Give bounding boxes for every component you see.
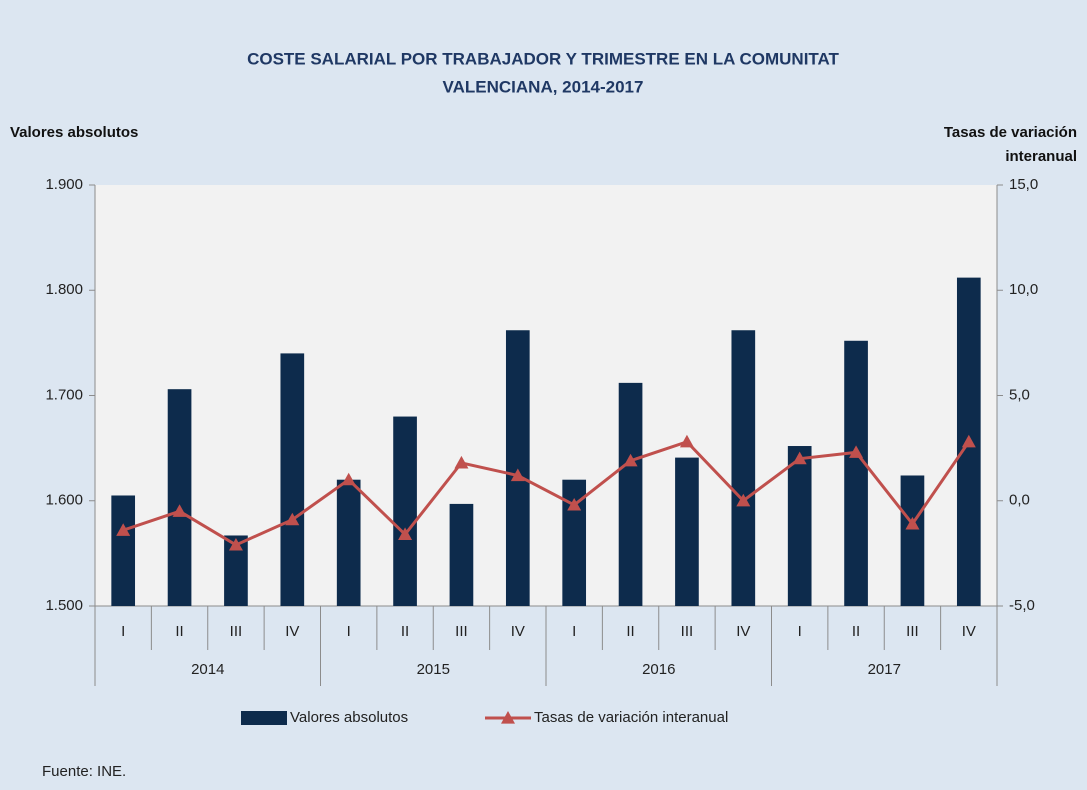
marker (398, 527, 413, 541)
marker (285, 512, 300, 526)
y-tick-label: 1.600 (45, 492, 83, 509)
y-tick-label: 1.800 (45, 281, 83, 298)
marker (341, 472, 356, 486)
bar (336, 479, 361, 606)
x-tick-label: II (401, 623, 409, 640)
marker (792, 451, 807, 465)
x-tick-label: IV (736, 623, 750, 640)
bar (505, 330, 530, 606)
marker (228, 537, 243, 551)
legend-label: Valores absolutos (290, 709, 408, 726)
marker (905, 516, 920, 530)
bar (393, 416, 417, 606)
year-label: 2016 (642, 661, 675, 678)
legend-swatch (241, 711, 287, 725)
bar (224, 535, 248, 606)
x-tick-label: I (572, 623, 576, 640)
y2-tick-label: 15,0 (1009, 176, 1038, 193)
bar (900, 475, 925, 606)
x-tick-label: III (681, 623, 694, 640)
legend-swatch (501, 711, 515, 724)
source: Fuente: INE. (42, 763, 126, 780)
bar (787, 446, 812, 606)
year-label: 2017 (868, 661, 901, 678)
x-tick-label: I (347, 623, 351, 640)
bar (675, 457, 699, 606)
chart-title: COSTE SALARIAL POR TRABAJADOR Y TRIMESTR… (247, 49, 839, 68)
line (122, 440, 971, 547)
bar (111, 495, 136, 606)
x-tick-label: III (455, 623, 468, 640)
marker (736, 493, 751, 507)
bar (280, 353, 305, 606)
y-tick-label: 1.500 (45, 597, 83, 614)
y-axis-title: Valores absolutos (10, 124, 138, 141)
y2-tick-label: 10,0 (1009, 281, 1038, 298)
legend-label: Tasas de variación interanual (534, 709, 728, 726)
y2-tick-label: 0,0 (1009, 492, 1030, 509)
marker (510, 468, 525, 482)
x-tick-label: II (626, 623, 634, 640)
year-label: 2014 (191, 661, 224, 678)
marker (849, 445, 864, 458)
bar (562, 479, 587, 606)
y-tick-label: 1.700 (45, 386, 83, 403)
x-tick-label: I (798, 623, 802, 640)
x-tick-label: III (906, 623, 919, 640)
marker (961, 434, 976, 448)
x-tick-label: III (230, 623, 243, 640)
chart-title: VALENCIANA, 2014-2017 (443, 77, 644, 96)
bar (449, 503, 474, 606)
marker (454, 455, 469, 469)
marker (679, 434, 694, 448)
bar (731, 330, 756, 606)
y2-tick-label: -5,0 (1009, 597, 1035, 614)
y2-tick-label: 5,0 (1009, 386, 1030, 403)
bar (618, 382, 643, 606)
x-tick-label: IV (511, 623, 525, 640)
x-tick-label: IV (285, 623, 299, 640)
y-tick-label: 1.900 (45, 176, 83, 193)
x-tick-label: IV (962, 623, 976, 640)
bar (167, 389, 192, 606)
marker (567, 497, 582, 511)
x-tick-label: II (852, 623, 860, 640)
year-label: 2015 (417, 661, 450, 678)
marker (623, 453, 638, 467)
x-tick-label: I (121, 623, 125, 640)
bar (844, 340, 868, 606)
y2-axis-title: interanual (1005, 148, 1077, 165)
marker (172, 504, 187, 517)
x-tick-label: II (175, 623, 183, 640)
marker (116, 523, 131, 536)
y2-axis-title: Tasas de variación (944, 124, 1077, 141)
